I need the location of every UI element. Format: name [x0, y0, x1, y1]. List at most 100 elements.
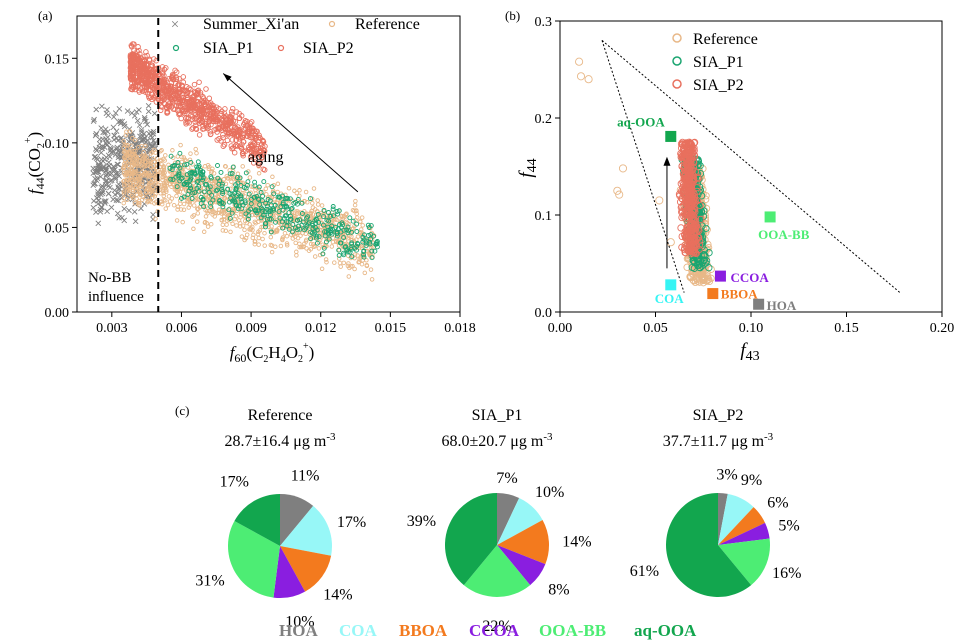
- summer-xian-point: [113, 197, 120, 203]
- sia-p1-point: [342, 244, 348, 250]
- reference-point: [167, 168, 172, 174]
- reference-point: [166, 194, 172, 199]
- sia-p1-point: [220, 204, 226, 210]
- sia-p1-point: [218, 169, 224, 175]
- summer-xian-point: [117, 118, 124, 125]
- reference-point: [195, 211, 201, 216]
- reference-point: [312, 207, 318, 212]
- panel-b-xtick-label: 0.05: [643, 321, 668, 336]
- no-bb-label-line1: No-BB: [88, 270, 131, 286]
- sia-p1-point: [314, 240, 320, 246]
- sia-p1-point: [283, 213, 289, 219]
- sia-p1-point: [238, 182, 244, 188]
- summer-xian-point: [98, 184, 105, 191]
- reference-point: [163, 206, 169, 211]
- reference-point: [130, 188, 136, 194]
- reference-point: [194, 219, 200, 224]
- factor-label-ccoa: CCOA: [730, 270, 769, 285]
- summer-xian-point: [100, 129, 106, 136]
- reference-point: [122, 184, 127, 189]
- sia-p1-point: [201, 204, 207, 210]
- panel-b-ytick-label: 0.0: [535, 306, 553, 321]
- sia-p1-point: [184, 161, 190, 167]
- reference-point: [212, 178, 217, 183]
- panel-c-label: (c): [175, 403, 189, 418]
- reference-point: [121, 189, 127, 194]
- pie-title: SIA_P2: [693, 407, 744, 424]
- reference-point: [121, 165, 126, 171]
- summer-xian-point: [132, 218, 139, 225]
- reference-point: [205, 210, 211, 216]
- reference-point: [364, 258, 369, 263]
- reference-point: [223, 228, 229, 234]
- reference-point: [369, 277, 375, 282]
- legend-label-hoa: HOA: [279, 621, 318, 640]
- reference-point: [252, 219, 258, 225]
- reference-point: [129, 177, 135, 182]
- reference-point: [219, 217, 224, 223]
- sia-p1-point: [369, 248, 375, 254]
- reference-point: [180, 219, 185, 225]
- sia-p1-point: [252, 183, 258, 189]
- reference-point: [194, 150, 199, 156]
- aging-label: aging: [248, 149, 284, 166]
- summer-xian-point: [110, 124, 117, 131]
- reference-point: [121, 200, 126, 206]
- panel-a-label: (a): [38, 8, 52, 23]
- panel-b-label: (b): [505, 8, 520, 23]
- factor-label-hoa: HOA: [767, 298, 797, 313]
- reference-point: [293, 240, 298, 246]
- reference-point: [238, 224, 243, 229]
- summer-xian-point: [141, 130, 147, 137]
- summer-xian-point: [115, 161, 121, 168]
- reference-point: [354, 215, 360, 220]
- panel-b: (b) 0.00 0.05 0.10 0.15 0.20 0.0 0.1 0.2 0.3 aq-…: [505, 8, 954, 364]
- summer-xian-point: [91, 116, 97, 123]
- sia-p1-point: [287, 216, 293, 222]
- reference-point: [323, 257, 329, 262]
- reference-point: [160, 186, 166, 192]
- legend-marker-sia-p2-a: [277, 44, 285, 52]
- sia-p1-point: [188, 176, 194, 182]
- sia-p1-point: [182, 162, 187, 168]
- sia-p1-point: [350, 218, 356, 224]
- pie-percent-label: 9%: [741, 472, 762, 489]
- sia-p1-point: [374, 239, 380, 245]
- sia-p1-point: [263, 224, 268, 230]
- summer-xian-point: [97, 208, 104, 215]
- legend-marker-sia-p2-b: [672, 79, 682, 89]
- sia-p1-point: [287, 196, 293, 202]
- reference-point: [183, 188, 189, 193]
- sia-p1-point: [330, 213, 336, 219]
- reference-point: [272, 230, 277, 235]
- reference-point: [138, 154, 143, 159]
- reference-point: [261, 189, 266, 195]
- sia-p1-point: [279, 219, 285, 225]
- panel-b-xtick-label: 0.10: [739, 321, 764, 336]
- sia-p1-point: [288, 206, 294, 212]
- sia-p1-point: [329, 231, 335, 237]
- sia-p1-point: [366, 225, 372, 230]
- panel-b-ytick-label: 0.2: [535, 112, 553, 127]
- sia-p1-point: [336, 247, 342, 253]
- summer-xian-point: [149, 134, 156, 141]
- summer-xian-point: [151, 140, 158, 146]
- summer-xian-point: [98, 125, 105, 131]
- sia-p1-point: [248, 201, 254, 207]
- summer-xian-point: [138, 126, 145, 133]
- reference-point: [149, 176, 155, 181]
- reference-point: [174, 218, 180, 223]
- reference-point: [164, 180, 170, 186]
- sia-p2-point: [196, 79, 202, 85]
- sia-p1-point: [337, 240, 343, 246]
- sia-p1-point: [251, 194, 257, 200]
- sia-p1-point: [179, 175, 185, 181]
- reference-point: [324, 259, 329, 265]
- legend-marker-reference-a: [328, 20, 336, 28]
- sia-p2-point: [220, 143, 227, 149]
- sia-p1-point: [173, 174, 179, 180]
- sia-p1-point: [271, 206, 276, 212]
- summer-xian-point: [97, 206, 104, 213]
- reference-point: [145, 173, 150, 179]
- reference-point: [262, 243, 267, 248]
